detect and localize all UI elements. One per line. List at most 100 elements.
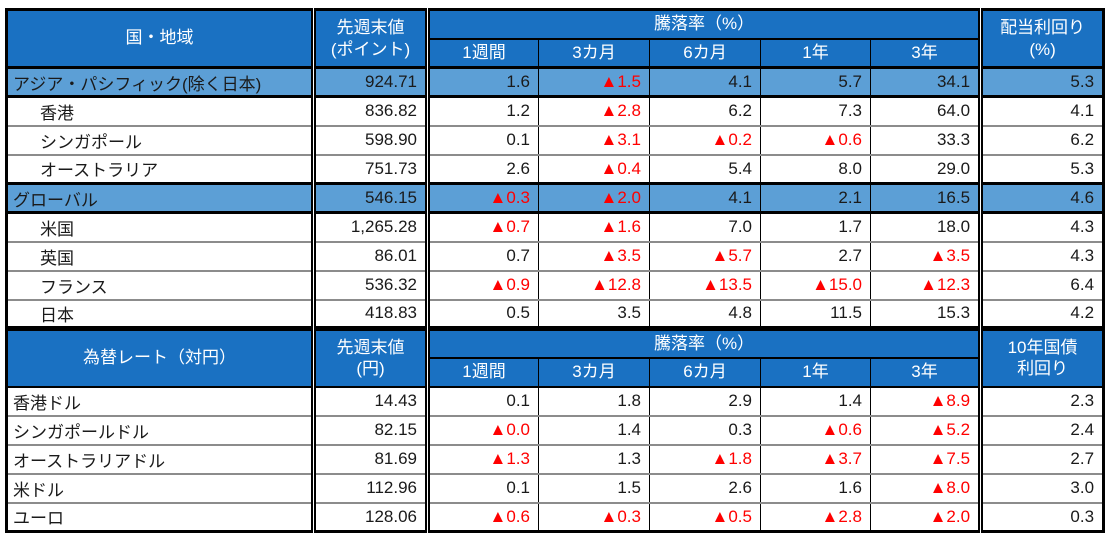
fx-jgb10y-yield-line1: 10年国債 bbox=[1007, 338, 1078, 357]
section-indices-rows: アジア・パシフィック(除く日本) 924.71 1.6 ▲1.5 4.1 5.7 34.1 5… bbox=[6, 66, 1105, 329]
cell-value: 7.0 bbox=[649, 211, 761, 242]
cell-value: 0.7 bbox=[425, 240, 539, 271]
cell-value: 18.0 bbox=[869, 211, 982, 242]
cell-value: ▲0.2 bbox=[649, 124, 761, 155]
cell-value: 128.06 bbox=[311, 501, 428, 532]
cell-value: 4.8 bbox=[649, 298, 761, 329]
indices-lastweek-value-line2: (ポイント) bbox=[330, 39, 411, 59]
cell-value: ▲13.5 bbox=[649, 269, 761, 300]
cell-value: ▲0.4 bbox=[538, 153, 650, 184]
cell-value: 4.1 bbox=[978, 95, 1105, 126]
row-label: 日本 bbox=[6, 298, 314, 329]
cell-value: 29.0 bbox=[869, 153, 982, 184]
cell-value: 4.1 bbox=[649, 66, 761, 98]
cell-value: 5.7 bbox=[760, 66, 871, 98]
cell-value: 2.4 bbox=[978, 414, 1105, 445]
indices-dividend-yield-line2: (%) bbox=[1029, 39, 1056, 59]
cell-value: 1,265.28 bbox=[311, 211, 428, 242]
cell-value: ▲7.5 bbox=[869, 443, 982, 474]
cell-value: 751.73 bbox=[311, 153, 428, 184]
row-label: 米ドル bbox=[6, 472, 314, 503]
row-label: グローバル bbox=[6, 182, 314, 214]
cell-value: ▲0.0 bbox=[425, 414, 539, 445]
cell-value: ▲5.2 bbox=[869, 414, 982, 445]
table-row: シンガポール 598.90 0.1 ▲3.1 ▲0.2 ▲0.6 33.3 6.2 bbox=[6, 124, 1105, 155]
cell-value: 7.3 bbox=[760, 95, 871, 126]
cell-value: 11.5 bbox=[760, 298, 871, 329]
fx-jgb10y-yield-header: 10年国債 利回り bbox=[978, 326, 1105, 388]
table-row: シンガポールドル 82.15 ▲0.0 1.4 0.3 ▲0.6 ▲5.2 2.4 bbox=[6, 414, 1105, 445]
indices-dividend-yield-line1: 配当利回り bbox=[1000, 18, 1086, 38]
indices-period-1year: 1年 bbox=[760, 38, 871, 69]
cell-value: 1.3 bbox=[538, 443, 650, 474]
cell-value: 34.1 bbox=[869, 66, 982, 98]
row-label: シンガポールドル bbox=[6, 414, 314, 445]
cell-value: 598.90 bbox=[311, 124, 428, 155]
cell-value: ▲3.7 bbox=[760, 443, 871, 474]
cell-value: 86.01 bbox=[311, 240, 428, 271]
cell-value: 536.32 bbox=[311, 269, 428, 300]
cell-value: 16.5 bbox=[869, 182, 982, 214]
fx-lastweek-value-line2: (円) bbox=[356, 359, 385, 379]
fx-period-3month: 3カ月 bbox=[538, 357, 650, 388]
cell-value: ▲8.0 bbox=[869, 472, 982, 503]
row-label: 香港 bbox=[6, 95, 314, 126]
indices-period-3year: 3年 bbox=[869, 38, 982, 69]
cell-value: 8.0 bbox=[760, 153, 871, 184]
cell-value: ▲0.7 bbox=[425, 211, 539, 242]
row-label: 英国 bbox=[6, 240, 314, 271]
cell-value: 4.2 bbox=[978, 298, 1105, 329]
cell-value: 2.7 bbox=[760, 240, 871, 271]
indices-change-rate-header: 騰落率（%） bbox=[424, 9, 982, 40]
cell-value: 6.2 bbox=[978, 124, 1105, 155]
table-row: アジア・パシフィック(除く日本) 924.71 1.6 ▲1.5 4.1 5.7 34.1 5… bbox=[6, 66, 1105, 98]
row-label: シンガポール bbox=[6, 124, 314, 155]
cell-value: 2.6 bbox=[649, 472, 761, 503]
cell-value: ▲12.8 bbox=[538, 269, 650, 300]
fx-change-rate-header: 騰落率（%） bbox=[424, 326, 982, 359]
cell-value: 1.6 bbox=[760, 472, 871, 503]
indices-dividend-yield-header: 配当利回り (%) bbox=[978, 9, 1105, 69]
section-fx-header: 為替レート（対円） 先週末値 (円) 騰落率（%） 10年国債 利回り 1週間 … bbox=[6, 326, 1105, 388]
indices-period-1week: 1週間 bbox=[425, 38, 539, 69]
cell-value: ▲2.0 bbox=[869, 501, 982, 532]
cell-value: 112.96 bbox=[311, 472, 428, 503]
cell-value: 0.1 bbox=[425, 385, 539, 416]
table-row: 香港 836.82 1.2 ▲2.8 6.2 7.3 64.0 4.1 bbox=[6, 95, 1105, 126]
cell-value: 6.2 bbox=[649, 95, 761, 126]
cell-value: ▲2.8 bbox=[760, 501, 871, 532]
cell-value: ▲12.3 bbox=[869, 269, 982, 300]
cell-value: 1.7 bbox=[760, 211, 871, 242]
row-label: フランス bbox=[6, 269, 314, 300]
fx-lastweek-value-line1: 先週末値 bbox=[336, 338, 405, 357]
cell-value: 418.83 bbox=[311, 298, 428, 329]
cell-value: ▲5.7 bbox=[649, 240, 761, 271]
table-row: オーストラリア 751.73 2.6 ▲0.4 5.4 8.0 29.0 5.3 bbox=[6, 153, 1105, 184]
fx-period-1week: 1週間 bbox=[425, 357, 539, 388]
cell-value: ▲0.9 bbox=[425, 269, 539, 300]
indices-title-header: 国・地域 bbox=[6, 9, 314, 69]
cell-value: 0.1 bbox=[425, 472, 539, 503]
cell-value: 15.3 bbox=[869, 298, 982, 329]
row-label: オーストラリアドル bbox=[6, 443, 314, 474]
row-label: オーストラリア bbox=[6, 153, 314, 184]
table-row: 英国 86.01 0.7 ▲3.5 ▲5.7 2.7 ▲3.5 4.3 bbox=[6, 240, 1105, 271]
cell-value: 64.0 bbox=[869, 95, 982, 126]
cell-value: ▲0.5 bbox=[649, 501, 761, 532]
cell-value: ▲1.3 bbox=[425, 443, 539, 474]
cell-value: 2.3 bbox=[978, 385, 1105, 416]
cell-value: 4.1 bbox=[649, 182, 761, 214]
cell-value: ▲0.6 bbox=[760, 414, 871, 445]
cell-value: 3.0 bbox=[978, 472, 1105, 503]
cell-value: 2.9 bbox=[649, 385, 761, 416]
fx-period-6month: 6カ月 bbox=[649, 357, 761, 388]
fx-period-1year: 1年 bbox=[760, 357, 871, 388]
cell-value: 81.69 bbox=[311, 443, 428, 474]
table-row: グローバル 546.15 ▲0.3 ▲2.0 4.1 2.1 16.5 4.6 bbox=[6, 182, 1105, 214]
table-row: 米国 1,265.28 ▲0.7 ▲1.6 7.0 1.7 18.0 4.3 bbox=[6, 211, 1105, 242]
row-label: 香港ドル bbox=[6, 385, 314, 416]
cell-value: 0.5 bbox=[425, 298, 539, 329]
indices-lastweek-value-line1: 先週末値 bbox=[336, 18, 405, 38]
market-weekly-tables: 国・地域 先週末値 (ポイント) 騰落率（%） 配当利回り (%) 1週間 3カ… bbox=[5, 8, 1106, 533]
table-row: 米ドル 112.96 0.1 1.5 2.6 1.6 ▲8.0 3.0 bbox=[6, 472, 1105, 503]
